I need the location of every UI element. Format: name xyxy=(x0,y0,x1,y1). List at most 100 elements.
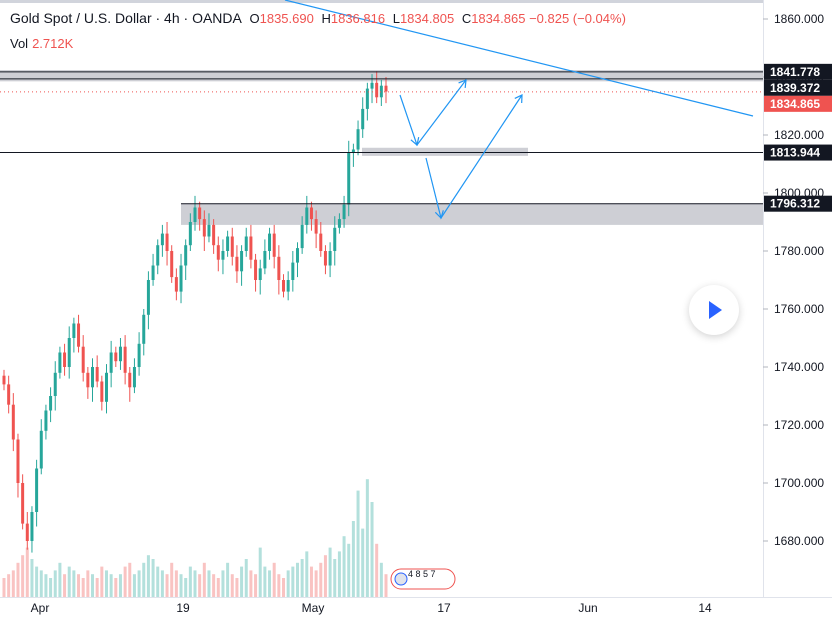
price-tick-label: 1680.000 xyxy=(774,534,824,548)
candle-body xyxy=(100,381,104,402)
volume-bar xyxy=(198,574,202,597)
volume-bar xyxy=(333,559,337,597)
open-key: O xyxy=(249,11,260,26)
volume-bar xyxy=(137,570,141,597)
candle-body xyxy=(268,233,272,251)
candle-body xyxy=(300,224,304,249)
volume-bar xyxy=(305,551,309,597)
symbol-title[interactable]: Gold Spot / U.S. Dollar · 4h · OANDA xyxy=(10,10,242,26)
candle-body xyxy=(319,233,323,251)
volume-bar xyxy=(226,562,230,597)
low-key: L xyxy=(392,11,400,26)
price-tick-label: 1740.000 xyxy=(774,360,824,374)
volume-bar xyxy=(351,521,355,597)
volume-bar xyxy=(328,547,332,597)
candle-body xyxy=(72,323,76,338)
arrow-head xyxy=(434,210,444,220)
candle-body xyxy=(81,346,85,373)
volume-bar xyxy=(11,570,15,597)
symbol-header: Gold Spot / U.S. Dollar · 4h · OANDA O18… xyxy=(10,10,626,26)
candle-body xyxy=(91,367,95,388)
volume-bar xyxy=(179,574,183,597)
volume-bar xyxy=(165,574,169,597)
volume-bar xyxy=(128,562,132,597)
volume-bar xyxy=(216,578,220,597)
volume-bar xyxy=(100,566,104,597)
close-key: C xyxy=(461,11,472,26)
price-tick-label: 1860.000 xyxy=(774,12,824,26)
volume-bar xyxy=(86,570,90,597)
candle-body xyxy=(95,367,99,382)
play-button[interactable] xyxy=(689,285,739,335)
volume-bar xyxy=(67,566,71,597)
candle-body xyxy=(11,404,15,440)
volume-bars xyxy=(2,479,388,597)
volume-bar xyxy=(342,536,346,597)
price-badge xyxy=(764,63,832,80)
candle-body xyxy=(151,265,155,280)
volume-bar xyxy=(184,578,188,597)
candle-body xyxy=(272,233,276,257)
volume-bar xyxy=(379,562,383,597)
candle-body xyxy=(35,468,39,512)
high-key: H xyxy=(321,11,331,26)
price-badge-label: 1834.865 xyxy=(770,97,820,111)
volume-bar xyxy=(235,578,239,597)
candle-body xyxy=(16,439,20,483)
candle-body xyxy=(184,245,188,266)
candle-body xyxy=(370,82,374,89)
price-tick-label: 1700.000 xyxy=(774,476,824,490)
volume-bar xyxy=(95,578,99,597)
horizontal-lines xyxy=(0,71,763,205)
event-marker[interactable]: 4 8 5 7 xyxy=(390,568,456,590)
zone-rect xyxy=(0,70,763,82)
volume-bar xyxy=(174,570,178,597)
candle-body xyxy=(44,410,48,431)
time-axis[interactable]: Apr 19 May 17 Jun 14 xyxy=(31,601,712,615)
event-marker-label: 4 8 5 7 xyxy=(408,569,436,579)
volume-bar xyxy=(361,528,365,597)
volume-bar xyxy=(314,570,318,597)
volume-bar xyxy=(263,566,267,597)
candle-body xyxy=(365,88,369,109)
candle-body xyxy=(30,512,34,541)
candle-body xyxy=(53,372,57,396)
volume-bar xyxy=(160,570,164,597)
candle-body xyxy=(291,262,295,280)
volume-bar xyxy=(44,574,48,597)
price-tick-label: 1780.000 xyxy=(774,244,824,258)
grid xyxy=(0,0,832,598)
projection-path xyxy=(399,79,467,147)
candle-body xyxy=(258,268,262,280)
volume-bar xyxy=(114,578,118,597)
price-tick-label: 1760.000 xyxy=(774,302,824,316)
volume-bar xyxy=(291,566,295,597)
price-badges: 1841.778 1839.372 1834.865 1813.944 1796.312 xyxy=(764,63,832,212)
candle-body xyxy=(179,265,183,292)
candle-body xyxy=(305,207,309,225)
volume-bar xyxy=(244,559,248,597)
volume-bar xyxy=(277,574,281,597)
candle-body xyxy=(198,207,202,220)
price-badge-label: 1796.312 xyxy=(770,197,820,211)
flag-icon xyxy=(394,572,408,586)
candle-body xyxy=(165,233,169,251)
candle-body xyxy=(277,256,281,280)
volume-bar xyxy=(35,566,39,597)
volume-bar xyxy=(230,574,234,597)
candle-body xyxy=(109,352,113,373)
candle-body xyxy=(249,236,253,260)
volume-bar xyxy=(272,562,276,597)
candle-body xyxy=(235,256,239,272)
candle-body xyxy=(226,236,230,251)
candle-body xyxy=(21,483,25,524)
volume-bar xyxy=(72,570,76,597)
candle-body xyxy=(156,245,160,266)
volume-bar xyxy=(249,570,253,597)
candles xyxy=(2,71,388,553)
candle-body xyxy=(114,352,118,362)
candle-body xyxy=(132,367,136,388)
volume-bar xyxy=(142,562,146,597)
